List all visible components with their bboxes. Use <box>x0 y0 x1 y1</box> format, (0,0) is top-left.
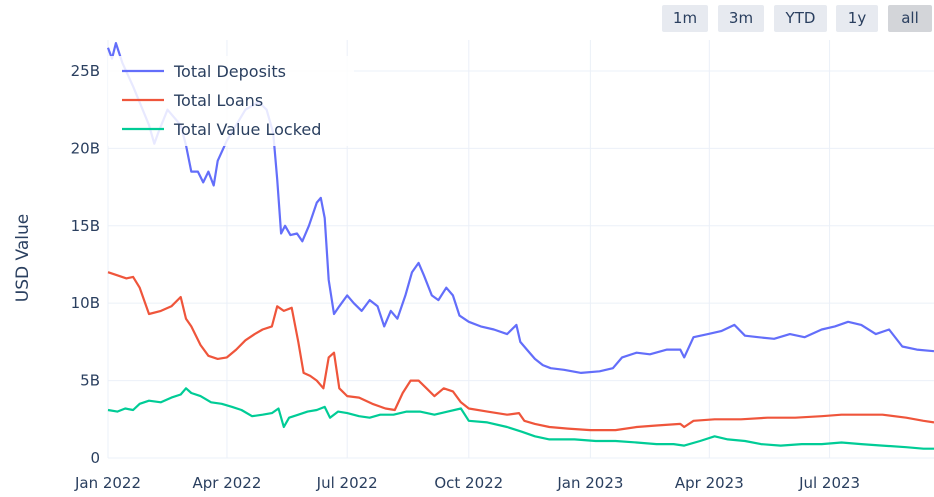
y-tick-label: 10B <box>71 294 100 312</box>
x-tick-label: Jul 2022 <box>316 474 378 492</box>
y-axis-label: USD Value <box>13 214 33 302</box>
series-line-total-value-locked <box>107 387 934 450</box>
y-tick-label: 15B <box>71 217 100 235</box>
x-tick-label: Jan 2022 <box>74 474 141 492</box>
y-tick-label: 0 <box>90 449 100 467</box>
x-tick-label: Oct 2022 <box>434 474 503 492</box>
y-tick-label: 25B <box>71 62 100 80</box>
range-button-1y[interactable]: 1y <box>836 5 878 32</box>
range-button-ytd[interactable]: YTD <box>774 5 827 32</box>
y-tick-label: 5B <box>80 372 100 390</box>
x-tick-label: Apr 2023 <box>675 474 744 492</box>
series-line-total-deposits <box>106 42 934 374</box>
range-button-3m[interactable]: 3m <box>718 5 764 32</box>
series-line-total-loans <box>107 271 934 432</box>
range-button-1m[interactable]: 1m <box>662 5 708 32</box>
x-tick-label: Jul 2023 <box>798 474 860 492</box>
x-tick-label: Jan 2023 <box>556 474 623 492</box>
x-tick-label: Apr 2022 <box>192 474 261 492</box>
series-lines <box>106 42 934 450</box>
y-axis-ticks: 0 5B 10B 15B 20B 25B <box>71 62 100 467</box>
y-tick-label: 20B <box>71 139 100 157</box>
legend-label-total-loans[interactable]: Total Loans <box>173 91 263 110</box>
range-button-all[interactable]: all <box>888 5 932 32</box>
legend-label-total-value-locked[interactable]: Total Value Locked <box>173 120 321 139</box>
legend-label-total-deposits[interactable]: Total Deposits <box>173 62 286 81</box>
x-axis-ticks: Jan 2022 Apr 2022 Jul 2022 Oct 2022 Jan 2023… <box>74 474 860 492</box>
legend[interactable]: Total Deposits Total Loans Total Value Loc… <box>108 56 354 146</box>
